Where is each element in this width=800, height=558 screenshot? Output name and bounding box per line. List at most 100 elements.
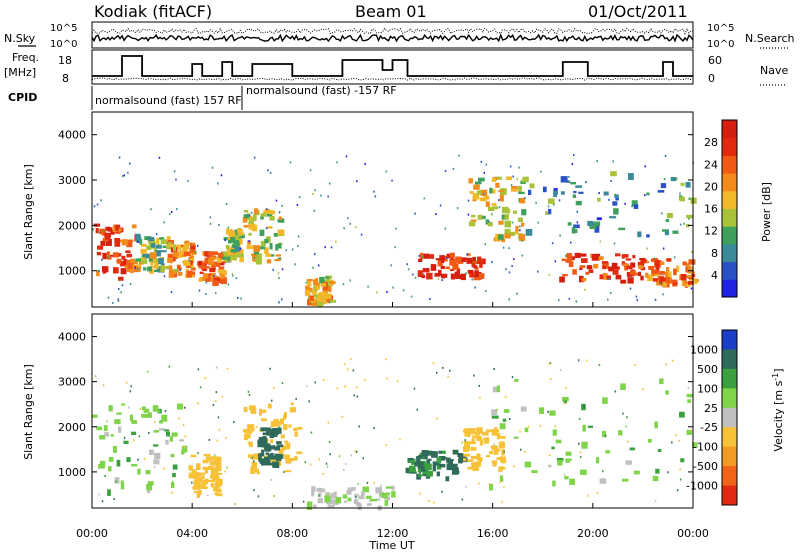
velocity-cell bbox=[96, 426, 103, 431]
power-cell bbox=[547, 198, 555, 204]
velocity-speck bbox=[310, 463, 312, 466]
velocity-cell bbox=[248, 405, 256, 411]
power-cell bbox=[587, 220, 594, 226]
power-cell bbox=[204, 252, 211, 257]
power-cell bbox=[629, 270, 636, 275]
velocity-cell bbox=[502, 418, 507, 422]
velocity-blob bbox=[257, 427, 284, 469]
power-cell bbox=[543, 186, 547, 193]
velocity-cell bbox=[166, 431, 170, 437]
power-cell bbox=[624, 264, 628, 271]
power-cell bbox=[440, 260, 445, 264]
power-cell bbox=[640, 275, 644, 281]
power-speck bbox=[683, 222, 685, 225]
velocity-cell bbox=[267, 403, 272, 409]
power-cell bbox=[166, 236, 171, 242]
power-colorbar-swatch bbox=[722, 261, 737, 280]
velocity-cell bbox=[211, 456, 216, 461]
velocity-cell bbox=[365, 495, 372, 499]
power-cell bbox=[570, 256, 575, 261]
power-cell bbox=[606, 275, 611, 280]
power-speck bbox=[137, 240, 139, 243]
power-speck bbox=[485, 290, 487, 293]
power-cell bbox=[473, 184, 480, 190]
power-cell bbox=[167, 242, 173, 245]
power-cell bbox=[452, 263, 459, 270]
velocity-speck bbox=[102, 384, 105, 387]
power-cell bbox=[457, 257, 464, 264]
power-cell bbox=[318, 292, 322, 295]
velocity-speck bbox=[511, 376, 514, 379]
velocity-cell bbox=[432, 464, 437, 472]
velocity-cell bbox=[270, 421, 276, 428]
power-speck bbox=[599, 240, 602, 243]
power-cell bbox=[234, 246, 241, 252]
velocity-cell bbox=[327, 504, 335, 508]
velocity-speck bbox=[447, 375, 449, 378]
velocity-cell bbox=[120, 480, 124, 485]
velocity-cell bbox=[291, 407, 297, 413]
velocity-speck bbox=[678, 439, 680, 442]
power-speck bbox=[213, 274, 215, 277]
power-cell bbox=[566, 253, 573, 261]
velocity-cell bbox=[324, 495, 331, 503]
power-speck bbox=[289, 161, 292, 164]
power-cell bbox=[602, 261, 609, 269]
power-cell bbox=[176, 264, 181, 270]
power-cell bbox=[573, 224, 580, 229]
power-cell bbox=[102, 252, 107, 260]
power-cell bbox=[609, 216, 617, 219]
velocity-cell bbox=[652, 475, 659, 482]
velocity-speck bbox=[184, 435, 186, 438]
velocity-cell bbox=[629, 447, 636, 451]
power-cell bbox=[167, 253, 173, 258]
velocity-speck bbox=[548, 362, 550, 365]
power-cell bbox=[214, 261, 220, 267]
velocity-speck bbox=[436, 371, 438, 374]
power-cell bbox=[468, 221, 476, 227]
power-speck bbox=[313, 209, 316, 212]
velocity-speck bbox=[488, 483, 491, 486]
power-speck bbox=[519, 229, 521, 232]
power-cell bbox=[479, 197, 487, 202]
velocity-speck bbox=[221, 395, 224, 398]
power-cell bbox=[113, 252, 119, 258]
velocity-speck bbox=[248, 393, 251, 396]
velocity-cell bbox=[587, 425, 593, 428]
velocity-speck bbox=[341, 415, 344, 418]
velocity-cell bbox=[258, 438, 263, 443]
velocity-cell bbox=[104, 432, 109, 437]
velocity-cell bbox=[421, 450, 429, 457]
power-colorbar-swatch bbox=[722, 243, 737, 263]
power-cell bbox=[630, 262, 636, 268]
power-cell bbox=[645, 260, 650, 263]
velocity-speck bbox=[212, 404, 215, 407]
power-speck bbox=[107, 296, 110, 299]
velocity-speck bbox=[504, 460, 507, 463]
velocity-speck bbox=[318, 494, 321, 497]
power-speck bbox=[673, 256, 676, 259]
velocity-cell bbox=[294, 431, 298, 437]
power-cell bbox=[158, 258, 164, 265]
velocity-speck bbox=[690, 429, 692, 432]
power-speck bbox=[410, 295, 413, 298]
velocity-cell bbox=[165, 439, 169, 445]
velocity-speck bbox=[255, 426, 258, 429]
velocity-speck bbox=[101, 500, 104, 503]
power-cell bbox=[328, 286, 332, 292]
power-speck bbox=[391, 179, 393, 182]
power-cell bbox=[220, 261, 226, 264]
power-cell bbox=[171, 271, 177, 275]
power-speck bbox=[596, 160, 598, 163]
velocity-cell bbox=[258, 459, 263, 463]
power-cell bbox=[522, 176, 529, 183]
power-cell bbox=[217, 252, 222, 258]
power-speck bbox=[511, 221, 514, 224]
power-speck bbox=[163, 221, 165, 224]
power-speck bbox=[227, 226, 230, 229]
power-cell bbox=[491, 203, 497, 206]
velocity-cell bbox=[426, 470, 433, 477]
velocity-cell bbox=[491, 409, 498, 416]
velocity-cell bbox=[462, 429, 468, 433]
velocity-blob bbox=[188, 453, 223, 498]
